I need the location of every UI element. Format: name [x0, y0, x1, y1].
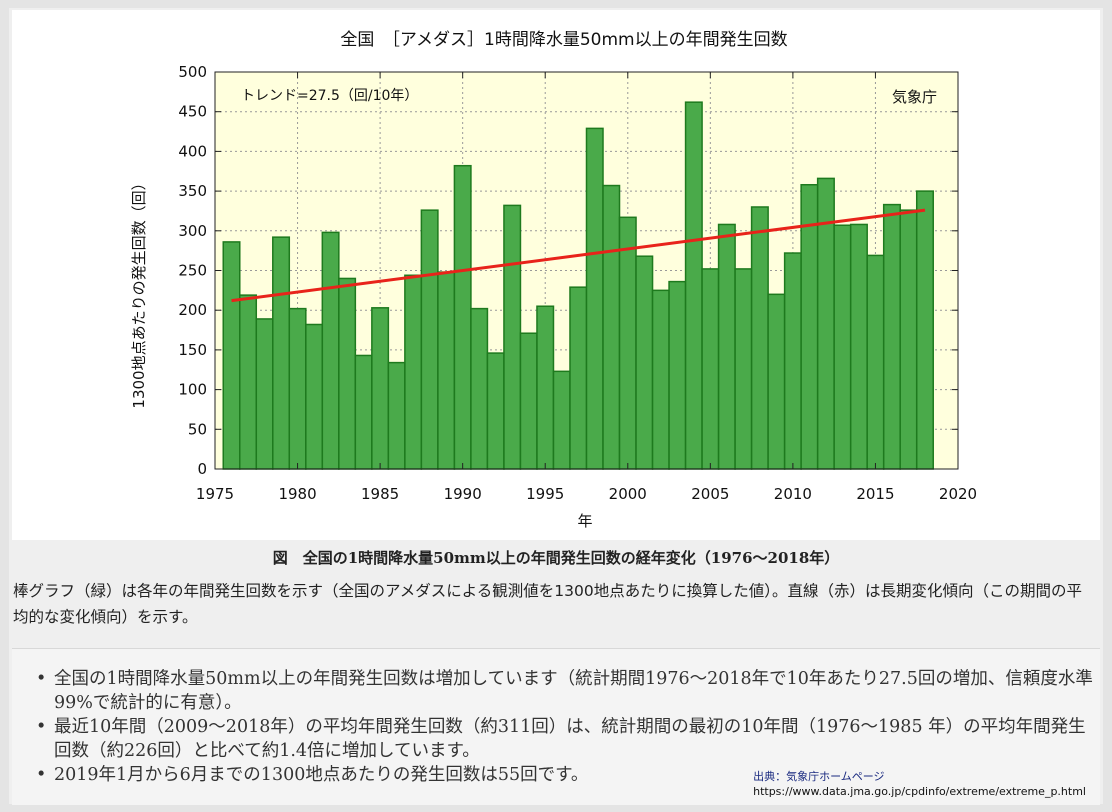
bar [437, 271, 456, 470]
y-tick-label: 0 [197, 460, 207, 478]
figure-caption: 図 全国の1時間降水量50mm以上の年間発生回数の経年変化（1976～2018年… [272, 549, 840, 567]
bar [866, 254, 885, 470]
bar [651, 289, 670, 470]
bar [635, 255, 654, 470]
source-note: 出典：気象庁ホームページ https://www.data.jma.go.jp/… [753, 769, 1086, 799]
summary-item: 2019年1月から6月までの1300地点あたりの発生回数は55回です。 [36, 763, 1100, 787]
bar [222, 241, 241, 470]
bar [734, 268, 753, 470]
bar [849, 223, 868, 470]
source-url[interactable]: https://www.data.jma.go.jp/cpdinfo/extre… [753, 785, 1086, 798]
summary-item: 全国の1時間降水量50mm以上の年間発生回数は増加しています（統計期間1976～… [36, 667, 1100, 715]
x-tick-label: 1995 [526, 485, 564, 503]
x-axis-label: 年 [577, 512, 592, 530]
bar [503, 204, 522, 470]
summary-box: 全国の1時間降水量50mm以上の年間発生回数は増加しています（統計期間1976～… [12, 648, 1100, 805]
bar [569, 286, 588, 470]
y-tick-label: 350 [178, 182, 207, 200]
bar [882, 203, 901, 470]
bar [717, 223, 736, 470]
bar [470, 307, 489, 470]
bar [668, 280, 687, 470]
y-tick-label: 50 [188, 420, 207, 438]
y-tick-label: 400 [178, 142, 207, 160]
bar [288, 307, 307, 470]
y-axis-label: 1300地点あたりの発生回数（回） [130, 175, 148, 408]
agency-label: 気象庁 [892, 88, 937, 106]
bar [453, 164, 472, 470]
y-tick-label: 500 [178, 63, 207, 81]
summary-list: 全国の1時間降水量50mm以上の年間発生回数は増加しています（統計期間1976～… [12, 667, 1100, 787]
x-axis-ticks: 1975 1980 1985 1990 1995 2000 2005 2010 2015 2020 [196, 72, 977, 503]
y-axis-ticks: 0 50 100 150 200 250 300 350 400 450 500 [178, 63, 958, 478]
bar [371, 307, 390, 470]
y-tick-label: 200 [178, 301, 207, 319]
bar [404, 274, 423, 470]
summary-item: 最近10年間（2009～2018年）の平均年間発生回数（約311回）は、統計期間… [36, 715, 1100, 763]
x-tick-label: 2000 [609, 485, 647, 503]
y-tick-label: 300 [178, 222, 207, 240]
bar [783, 252, 802, 470]
bar [899, 209, 918, 470]
bar [585, 127, 604, 470]
bars [222, 101, 934, 470]
bar [618, 216, 637, 470]
bar [305, 323, 324, 470]
x-tick-label: 2005 [691, 485, 729, 503]
x-tick-label: 1985 [361, 485, 399, 503]
bar [239, 294, 258, 470]
bar [354, 354, 373, 470]
chart-title: 全国 ［アメダス］1時間降水量50mm以上の年間発生回数 [340, 30, 787, 50]
x-tick-label: 2010 [774, 485, 812, 503]
trend-line [231, 208, 926, 303]
bar [602, 184, 621, 470]
bar [519, 332, 538, 470]
x-tick-label: 2020 [939, 485, 977, 503]
bar [387, 361, 406, 470]
bar [321, 231, 340, 470]
bar [420, 209, 439, 470]
y-tick-label: 450 [178, 103, 207, 121]
x-tick-label: 1975 [196, 485, 234, 503]
bar [338, 277, 357, 470]
bar [255, 318, 274, 470]
bar [915, 190, 934, 470]
y-tick-label: 100 [178, 381, 207, 399]
y-tick-label: 150 [178, 341, 207, 359]
chart-panel: 全国 ［アメダス］1時間降水量50mm以上の年間発生回数 0 50 100 150 20… [12, 10, 1100, 540]
source-label: 出典：気象庁ホームページ [753, 770, 885, 783]
bar [767, 293, 786, 470]
bar-chart: 全国 ［アメダス］1時間降水量50mm以上の年間発生回数 0 50 100 150 20… [130, 30, 977, 530]
trend-label: トレンド=27.5（回/10年） [241, 88, 418, 104]
bar [272, 236, 291, 470]
x-tick-label: 2015 [856, 485, 894, 503]
bar [833, 224, 852, 470]
y-tick-label: 250 [178, 262, 207, 280]
bar [701, 268, 720, 470]
bar [486, 352, 505, 470]
bar [684, 101, 703, 470]
bar [536, 305, 555, 470]
page: 全国 ［アメダス］1時間降水量50mm以上の年間発生回数 0 50 100 150 20… [9, 8, 1103, 805]
x-tick-label: 1980 [278, 485, 316, 503]
figure-description: 棒グラフ（緑）は各年の年間発生回数を示す（全国のアメダスによる観測値を1300地… [13, 582, 1082, 626]
bar [750, 206, 769, 470]
bar [552, 370, 571, 470]
x-tick-label: 1990 [444, 485, 482, 503]
